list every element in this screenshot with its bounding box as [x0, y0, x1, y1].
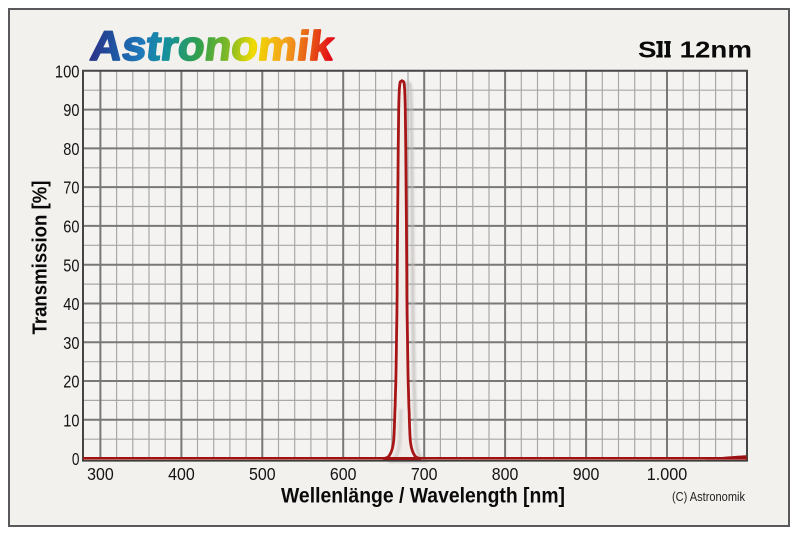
svg-text:700: 700 — [411, 464, 438, 484]
svg-text:30: 30 — [63, 333, 79, 353]
svg-text:60: 60 — [63, 217, 79, 237]
svg-text:100: 100 — [55, 61, 80, 81]
svg-text:20: 20 — [63, 372, 79, 392]
svg-text:300: 300 — [87, 464, 114, 484]
svg-text:50: 50 — [63, 255, 79, 275]
svg-text:Transmission [%]: Transmission [%] — [29, 181, 52, 335]
svg-text:80: 80 — [63, 139, 79, 159]
svg-text:90: 90 — [63, 100, 79, 120]
svg-text:Astronomik: Astronomik — [88, 22, 338, 69]
svg-text:10: 10 — [63, 410, 79, 430]
svg-text:Wellenlänge / Wavelength [nm]: Wellenlänge / Wavelength [nm] — [281, 484, 565, 508]
svg-text:(C) Astronomik: (C) Astronomik — [672, 489, 745, 504]
svg-text:500: 500 — [249, 464, 276, 484]
svg-text:600: 600 — [330, 464, 357, 484]
svg-text:1.000: 1.000 — [647, 464, 688, 484]
svg-text:40: 40 — [63, 294, 79, 314]
svg-text:70: 70 — [63, 178, 79, 198]
svg-text:900: 900 — [573, 464, 600, 484]
svg-text:800: 800 — [492, 464, 519, 484]
svg-text:0: 0 — [72, 449, 80, 469]
svg-text:SII 12nm: SII 12nm — [638, 37, 752, 63]
svg-text:400: 400 — [168, 464, 195, 484]
